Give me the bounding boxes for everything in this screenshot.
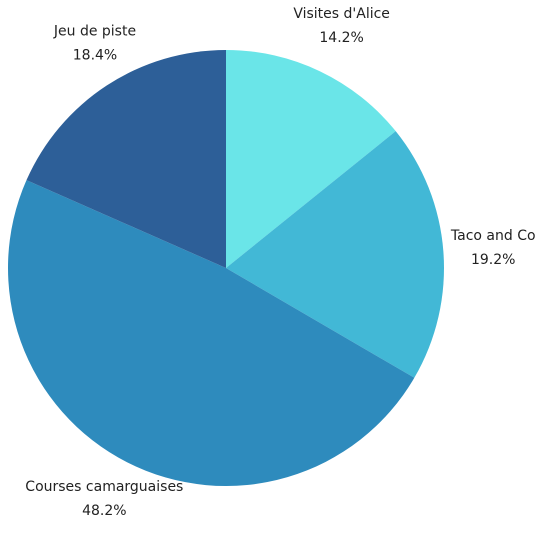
slice-label: Visites d'Alice bbox=[293, 6, 390, 22]
slice-label: Jeu de piste bbox=[53, 24, 136, 40]
slice-label: Taco and Co bbox=[450, 228, 536, 244]
slice-label: Courses camarguaises bbox=[25, 479, 183, 495]
slice-value-label: 14.2% bbox=[319, 30, 363, 46]
pie-slice bbox=[26, 50, 227, 268]
pie-slice bbox=[226, 131, 444, 378]
slice-value-label: 48.2% bbox=[82, 503, 126, 519]
slice-value-label: 18.4% bbox=[73, 48, 117, 64]
pie-slice bbox=[7, 180, 415, 486]
slice-value-label: 19.2% bbox=[471, 252, 515, 268]
pie-slice bbox=[226, 50, 396, 268]
